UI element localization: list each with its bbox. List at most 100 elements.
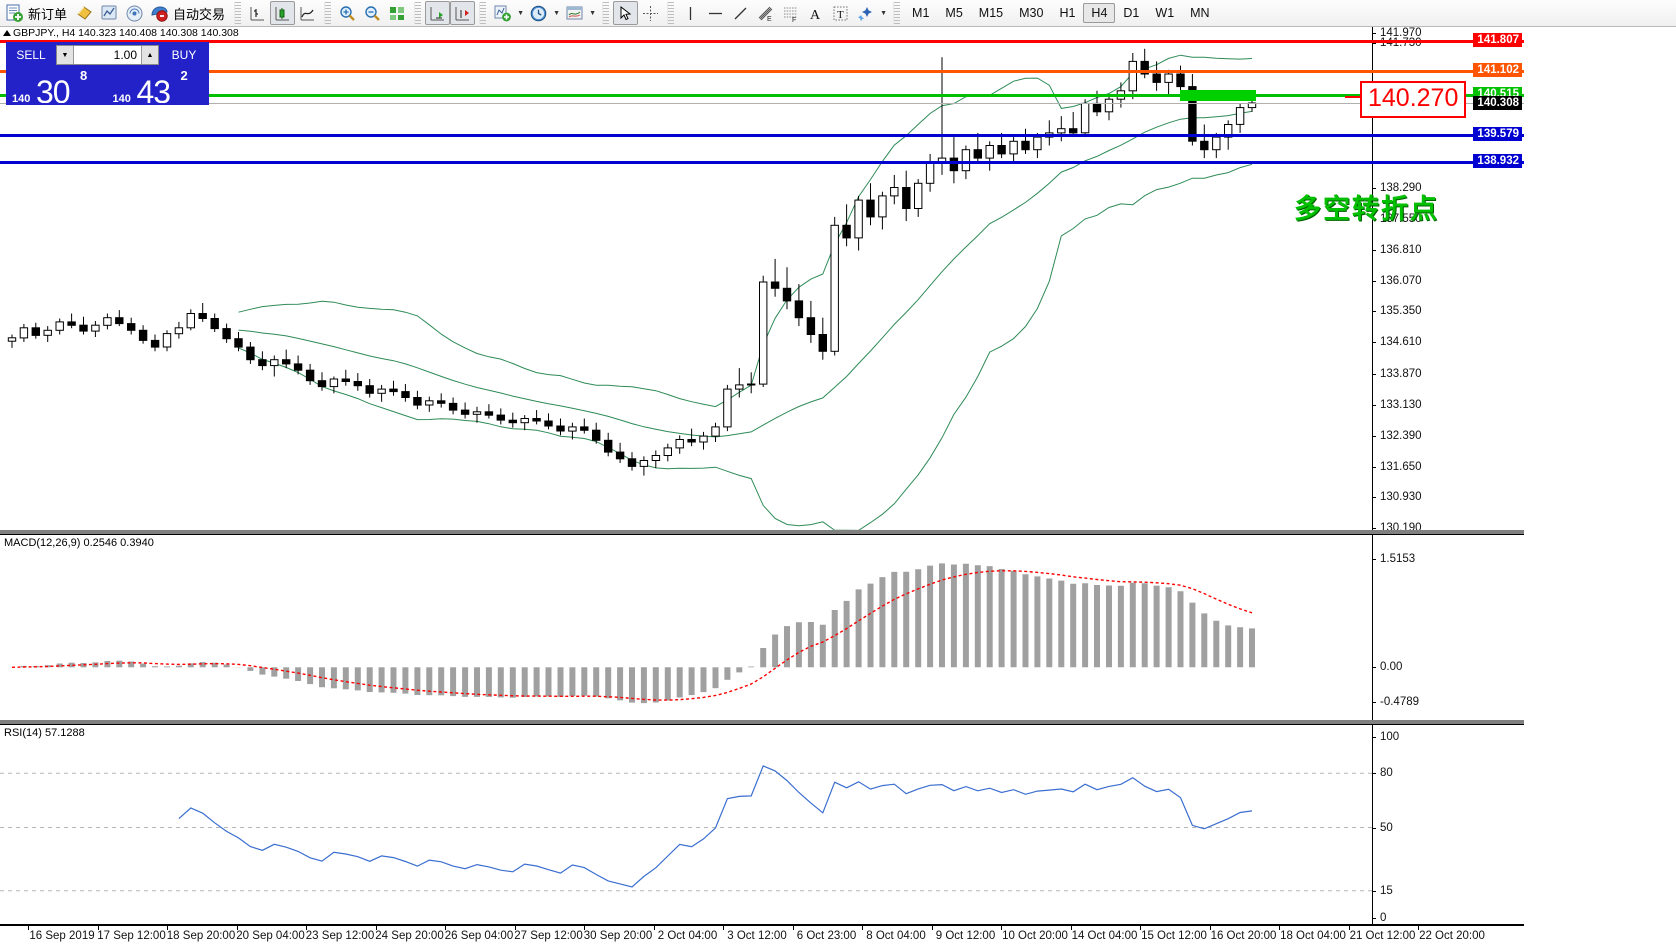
- horizontal-line-icon[interactable]: [703, 1, 728, 25]
- time-tick-mark: [1209, 926, 1211, 930]
- auto-scroll-icon[interactable]: [450, 1, 476, 25]
- sell-price[interactable]: 140 30 8: [8, 67, 107, 103]
- cursor-icon[interactable]: [613, 1, 639, 25]
- toolbar-separator: [324, 2, 332, 24]
- sell-button[interactable]: SELL: [16, 48, 46, 62]
- price-level-label[interactable]: 138.932: [1473, 153, 1522, 168]
- macd-tick: -0.4789: [1372, 696, 1524, 708]
- timeframe-m15[interactable]: M15: [978, 6, 1004, 20]
- chinese-note-annotation[interactable]: 多空转折点: [1294, 194, 1439, 226]
- macd-pane[interactable]: MACD(12,26,9) 0.2546 0.3940 1.5153 0.00 -0…: [0, 534, 1524, 724]
- buy-price-integer: 140: [112, 93, 131, 103]
- level-line-140.515[interactable]: [0, 94, 1524, 98]
- price-level-label[interactable]: 139.579: [1473, 126, 1522, 141]
- price-tick: 141.970: [1372, 27, 1524, 39]
- timeframe-h1[interactable]: H1: [1059, 6, 1076, 20]
- price-level-label[interactable]: 140.308: [1473, 96, 1522, 111]
- autotrade-icon[interactable]: [147, 1, 172, 25]
- toolbar-separator: [602, 2, 610, 24]
- text-label-icon[interactable]: T: [828, 1, 853, 25]
- templates-icon[interactable]: [562, 1, 587, 25]
- autotrade-label: 自动交易: [173, 6, 226, 22]
- time-tick-mark: [1418, 926, 1419, 930]
- time-tick-label: 16 Sep 2019: [29, 930, 95, 942]
- expert-advisors-icon[interactable]: [72, 1, 97, 25]
- text-icon[interactable]: A: [803, 1, 828, 25]
- zoom-in-icon[interactable]: [335, 1, 360, 25]
- collapse-triangle-icon[interactable]: [3, 30, 11, 36]
- level-line-138.932[interactable]: [0, 160, 1524, 164]
- fibonacci-icon[interactable]: F: [778, 1, 803, 25]
- buy-price[interactable]: 140 43 2: [108, 67, 207, 103]
- level-line-139.579[interactable]: [0, 133, 1524, 137]
- svg-text:T: T: [837, 9, 844, 21]
- time-tick-label: 17 Sep 12:00: [97, 930, 166, 942]
- price-tick: 135.350: [1372, 305, 1524, 317]
- price-tick: 130.930: [1372, 491, 1524, 503]
- bar-chart-icon[interactable]: [245, 1, 270, 25]
- chevron-down-icon[interactable]: ▼: [517, 9, 524, 17]
- time-tick-mark: [862, 926, 863, 930]
- timeframe-h4[interactable]: H4: [1083, 3, 1116, 23]
- crosshair-icon[interactable]: [638, 1, 663, 25]
- rsi-tick: 15: [1372, 885, 1524, 897]
- price-pane[interactable]: 141.970 141.730 138.290 137.550 136.810 136.0…: [0, 27, 1524, 534]
- chevron-down-icon[interactable]: ▼: [880, 9, 887, 17]
- tile-windows-icon[interactable]: [385, 1, 410, 25]
- time-tick-mark: [1348, 926, 1350, 930]
- trendline-icon[interactable]: [728, 1, 753, 25]
- level-line-141.102[interactable]: [0, 69, 1524, 73]
- buy-button[interactable]: BUY: [171, 48, 197, 62]
- time-tick-label: 22 Oct 20:00: [1419, 930, 1485, 942]
- chart-shift-icon[interactable]: [425, 1, 451, 25]
- vertical-line-icon[interactable]: [678, 1, 703, 25]
- timeframe-m30[interactable]: M30: [1019, 6, 1044, 20]
- price-tag-leader-line: [1345, 96, 1365, 99]
- shapes-icon[interactable]: [853, 1, 878, 25]
- candlestick-chart-icon[interactable]: [270, 1, 296, 25]
- timeframe-m5[interactable]: M5: [945, 6, 963, 20]
- timeframe-m1[interactable]: M1: [912, 6, 930, 20]
- level-line-141.807[interactable]: [0, 40, 1524, 44]
- toolbar-separator: [667, 2, 675, 24]
- timeframe-mn[interactable]: MN: [1190, 6, 1210, 20]
- pane-divider: [0, 720, 1524, 724]
- lot-size-input[interactable]: 1.00: [74, 46, 141, 64]
- new-order-icon[interactable]: [2, 1, 27, 25]
- time-tick-mark: [1070, 926, 1072, 930]
- strategy-tester-icon[interactable]: [97, 1, 122, 25]
- chevron-down-icon[interactable]: ▼: [553, 9, 560, 17]
- price-tick: 131.650: [1372, 461, 1524, 473]
- channel-icon[interactable]: E: [753, 1, 778, 25]
- price-level-label[interactable]: 141.102: [1473, 62, 1522, 77]
- toolbar-separator: [234, 2, 242, 24]
- line-chart-icon[interactable]: [295, 1, 320, 25]
- chevron-up-icon[interactable]: ▲: [141, 46, 158, 64]
- signals-icon[interactable]: [122, 1, 147, 25]
- timeframe-d1[interactable]: D1: [1123, 6, 1140, 20]
- rsi-pane[interactable]: RSI(14) 57.1288 100 80 50 15 0: [0, 724, 1524, 925]
- timeframe-w1[interactable]: W1: [1155, 6, 1175, 20]
- time-axis[interactable]: 16 Sep 2019 17 Sep 12:00 18 Sep 20:00 20 Se…: [0, 925, 1524, 948]
- zoom-out-icon[interactable]: [360, 1, 385, 25]
- indicators-icon[interactable]: [490, 1, 515, 25]
- chevron-down-icon[interactable]: ▼: [589, 9, 596, 17]
- price-tick: 134.610: [1372, 336, 1524, 348]
- time-tick-label: 30 Sep 20:00: [583, 930, 653, 942]
- position-marker[interactable]: [1180, 90, 1256, 101]
- one-click-trading-panel[interactable]: SELL ▼ 1.00 ▲ BUY 140 30 8 140 43 2: [6, 42, 209, 105]
- time-tick-label: 23 Sep 12:00: [305, 930, 375, 942]
- periods-icon[interactable]: [526, 1, 551, 25]
- rsi-plot: [0, 765, 1524, 892]
- price-tick: 136.810: [1372, 244, 1524, 256]
- price-level-label[interactable]: 141.807: [1473, 33, 1522, 48]
- order-panel-top: SELL ▼ 1.00 ▲ BUY: [7, 43, 208, 67]
- chart-window[interactable]: GBPJPY., H4 140.323 140.408 140.308 140.…: [0, 27, 1676, 949]
- buy-price-pips: 43: [136, 74, 172, 103]
- time-tick-label: 21 Oct 12:00: [1349, 930, 1416, 942]
- price-tag-annotation[interactable]: 140.270: [1360, 81, 1467, 119]
- lot-size-stepper[interactable]: ▼ 1.00 ▲: [56, 45, 159, 65]
- level-line-140.308[interactable]: [0, 103, 1524, 105]
- chevron-down-icon[interactable]: ▼: [57, 46, 74, 64]
- macd-axis: 1.5153 0.00 -0.4789: [1372, 535, 1524, 723]
